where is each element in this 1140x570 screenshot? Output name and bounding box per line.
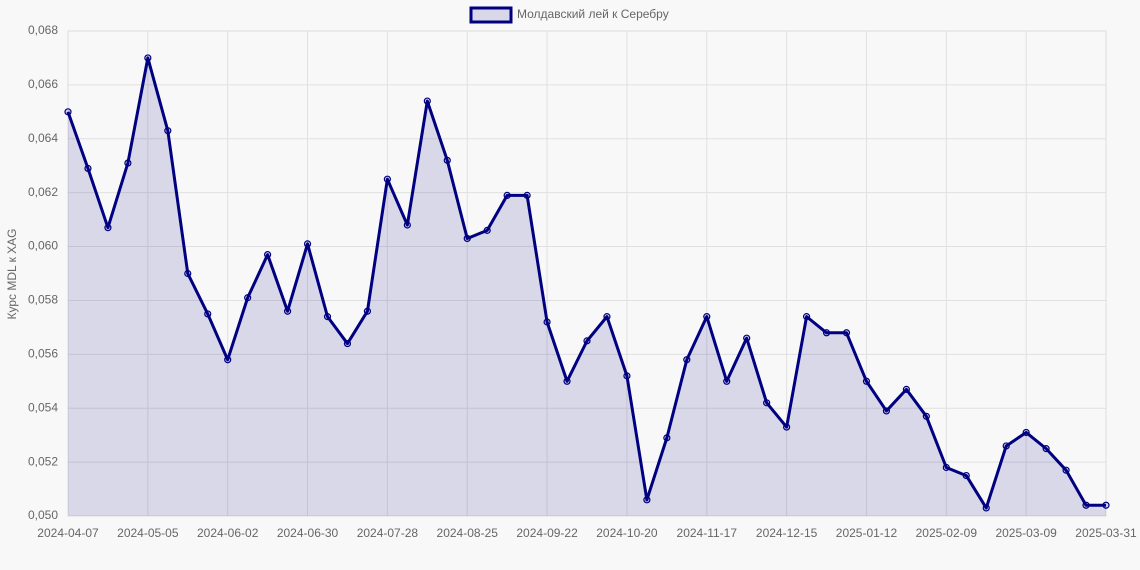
x-tick-label: 2024-06-30 (277, 526, 339, 540)
point (623, 372, 631, 380)
y-tick-label: 0,052 (28, 454, 58, 468)
point (164, 127, 172, 135)
area (68, 57, 1106, 516)
point (483, 226, 491, 234)
point (124, 159, 132, 167)
point (982, 504, 990, 512)
point (842, 329, 851, 337)
point (723, 377, 731, 385)
x-tick-label: 2024-06-02 (197, 526, 259, 540)
x-tick-label: 2024-07-28 (357, 526, 419, 540)
point (383, 175, 391, 183)
point (343, 339, 352, 348)
point (523, 191, 531, 199)
x-tick-label: 2024-05-05 (117, 526, 179, 540)
x-tick-label: 2025-03-31 (1075, 526, 1137, 540)
point (802, 313, 811, 321)
point (224, 356, 232, 364)
point (463, 234, 471, 243)
point (663, 434, 671, 442)
point (962, 471, 970, 480)
point (822, 329, 831, 337)
point (104, 224, 112, 232)
y-axis-label: Курс MDL к XAG (5, 228, 19, 319)
line (66, 56, 1106, 510)
point (84, 164, 92, 173)
x-tick-label: 2024-08-25 (437, 526, 499, 540)
point (603, 313, 611, 321)
point (303, 240, 312, 248)
point (503, 191, 511, 199)
point (1062, 466, 1070, 474)
point (403, 221, 411, 229)
point (543, 318, 551, 326)
point (922, 412, 930, 420)
point (1102, 501, 1110, 509)
y-tick-label: 0,056 (28, 347, 58, 361)
point (1082, 501, 1090, 509)
point (902, 385, 910, 393)
x-tick-label: 2024-11-17 (677, 526, 738, 540)
x-tick-label: 2025-03-09 (995, 526, 1057, 540)
x-tick-label: 2024-12-15 (756, 526, 818, 540)
legend-swatch (469, 6, 513, 24)
point (882, 407, 891, 415)
y-tick-label: 0,064 (28, 131, 58, 145)
y-tick-label: 0,068 (28, 23, 58, 37)
point (643, 496, 651, 504)
y-tick-label: 0,050 (28, 508, 58, 522)
y-tick-label: 0,054 (28, 400, 58, 414)
point (583, 337, 591, 345)
point (763, 399, 771, 407)
point (64, 108, 72, 116)
point (1042, 445, 1050, 453)
point (363, 307, 372, 315)
point (144, 54, 152, 62)
point (244, 294, 252, 302)
point (563, 377, 571, 385)
y-tick-label: 0,060 (28, 239, 58, 253)
point (683, 356, 691, 364)
legend-label: Молдавский лей к Серебру (517, 7, 669, 21)
y-tick-label: 0,062 (28, 185, 58, 199)
point (783, 423, 791, 431)
point (1002, 442, 1010, 450)
point (942, 463, 950, 472)
x-tick-label: 2024-04-07 (37, 526, 99, 540)
point (703, 313, 711, 321)
y-tick-label: 0,058 (28, 293, 58, 307)
point (283, 307, 292, 315)
x-tick-label: 2025-01-12 (836, 526, 898, 540)
point (423, 97, 431, 105)
x-tick-label: 2025-02-09 (916, 526, 978, 540)
point (323, 313, 332, 321)
point (1022, 428, 1030, 437)
point (862, 377, 871, 385)
point (743, 334, 751, 342)
point (443, 156, 451, 164)
x-tick-label: 2024-09-22 (516, 526, 578, 540)
point (184, 269, 192, 278)
y-tick-label: 0,066 (28, 77, 58, 91)
point (264, 251, 272, 259)
plot-border (67, 30, 1107, 517)
x-tick-label: 2024-10-20 (596, 526, 658, 540)
point (204, 310, 212, 318)
